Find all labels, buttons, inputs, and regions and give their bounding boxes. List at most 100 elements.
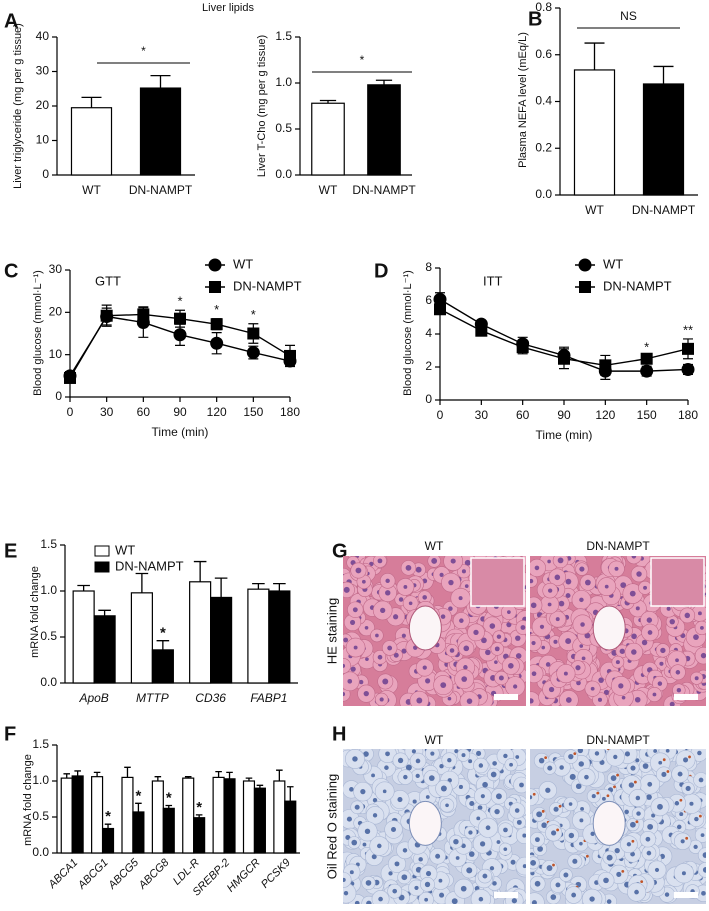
nucleus bbox=[466, 867, 473, 874]
y-tick-label: 1.0 bbox=[40, 583, 57, 597]
nucleus bbox=[680, 839, 685, 844]
nucleus bbox=[489, 623, 496, 629]
x-tick-label: FABP1 bbox=[250, 691, 287, 705]
significance-label: * bbox=[160, 625, 166, 642]
scale-bar bbox=[674, 892, 698, 898]
nucleus bbox=[480, 794, 485, 799]
nucleus bbox=[590, 686, 595, 691]
nucleus bbox=[371, 773, 375, 778]
lipid-droplet bbox=[596, 791, 600, 795]
nucleus bbox=[440, 614, 446, 619]
x-tick-label: 150 bbox=[243, 405, 263, 419]
marker bbox=[173, 328, 187, 342]
y-tick-label: 30 bbox=[36, 64, 50, 78]
lipid-droplet bbox=[556, 828, 560, 832]
lipid-droplet bbox=[698, 814, 702, 818]
marker bbox=[681, 362, 695, 376]
error-bar bbox=[273, 582, 286, 591]
lipid-droplet bbox=[640, 880, 644, 884]
lipid-droplet bbox=[583, 746, 586, 749]
nucleus bbox=[477, 805, 483, 811]
legend-label: DN-NAMPT bbox=[233, 278, 302, 293]
y-tick-label: 0.2 bbox=[535, 140, 552, 154]
x-tick-label: 60 bbox=[516, 408, 530, 422]
nucleus bbox=[647, 781, 653, 787]
nucleus bbox=[545, 787, 551, 793]
nucleus bbox=[646, 617, 653, 623]
nucleus bbox=[405, 565, 412, 571]
nucleus bbox=[509, 762, 513, 767]
x-tick-label: MTTP bbox=[136, 691, 169, 705]
nucleus bbox=[660, 647, 666, 654]
nucleus bbox=[455, 856, 460, 860]
x-tick-label: ABCG1 bbox=[75, 857, 111, 893]
nucleus bbox=[496, 634, 502, 639]
nucleus bbox=[347, 678, 353, 684]
nucleus bbox=[489, 866, 495, 871]
nucleus bbox=[353, 645, 358, 650]
nucleus bbox=[547, 602, 552, 607]
nucleus bbox=[431, 558, 438, 564]
nucleus bbox=[541, 645, 546, 650]
nucleus bbox=[575, 783, 582, 790]
x-axis-label: Time (min) bbox=[152, 425, 209, 439]
panel-letter: B bbox=[528, 8, 542, 30]
nucleus bbox=[594, 751, 600, 756]
tissue-image bbox=[343, 556, 526, 706]
nucleus bbox=[630, 851, 635, 857]
nucleus bbox=[590, 831, 595, 837]
lipid-droplet bbox=[616, 773, 619, 777]
nucleus bbox=[643, 585, 648, 590]
nucleus bbox=[482, 873, 488, 879]
panel-letter: D bbox=[374, 260, 388, 282]
nucleus bbox=[461, 843, 466, 849]
x-tick-label: 120 bbox=[595, 408, 615, 422]
nucleus bbox=[503, 847, 508, 852]
bar bbox=[70, 107, 113, 176]
nucleus bbox=[448, 606, 453, 611]
error-bar bbox=[124, 766, 131, 778]
nucleus bbox=[579, 841, 583, 846]
nucleus bbox=[478, 763, 484, 768]
column-label: DN-NAMPT bbox=[586, 733, 650, 747]
y-tick-label: 20 bbox=[36, 98, 50, 112]
error-bar bbox=[81, 96, 102, 108]
nucleus bbox=[392, 888, 398, 894]
nucleus bbox=[520, 625, 526, 630]
nucleus bbox=[702, 852, 706, 858]
marker bbox=[682, 342, 694, 355]
nucleus bbox=[363, 751, 369, 757]
nucleus bbox=[397, 757, 404, 764]
nucleus bbox=[430, 751, 435, 756]
assay-label: ITT bbox=[483, 273, 503, 288]
cell bbox=[530, 634, 542, 652]
nucleus bbox=[550, 894, 557, 900]
nucleus bbox=[610, 775, 617, 781]
y-tick-label: 0.0 bbox=[40, 675, 57, 689]
nucleus bbox=[515, 653, 522, 659]
x-tick-label: ApoB bbox=[78, 691, 108, 705]
nucleus bbox=[363, 690, 369, 697]
lipid-droplet bbox=[635, 820, 639, 824]
nucleus bbox=[401, 633, 406, 638]
nucleus bbox=[380, 607, 386, 614]
nucleus bbox=[485, 649, 491, 656]
y-tick-label: 1.5 bbox=[275, 29, 292, 43]
bar bbox=[311, 102, 345, 176]
nucleus bbox=[599, 759, 605, 765]
nucleus bbox=[674, 801, 680, 806]
nucleus bbox=[372, 798, 378, 803]
x-tick-label: 150 bbox=[637, 408, 657, 422]
nucleus bbox=[382, 678, 389, 685]
panel-letter: A bbox=[4, 10, 18, 32]
marker bbox=[100, 309, 113, 322]
bar bbox=[132, 811, 145, 854]
cell bbox=[694, 827, 706, 843]
error-bar bbox=[252, 582, 265, 590]
nucleus bbox=[647, 630, 653, 635]
nucleus bbox=[534, 880, 541, 887]
nucleus bbox=[531, 640, 536, 646]
nucleus bbox=[414, 885, 419, 891]
marker bbox=[475, 324, 488, 337]
nucleus bbox=[468, 759, 473, 764]
